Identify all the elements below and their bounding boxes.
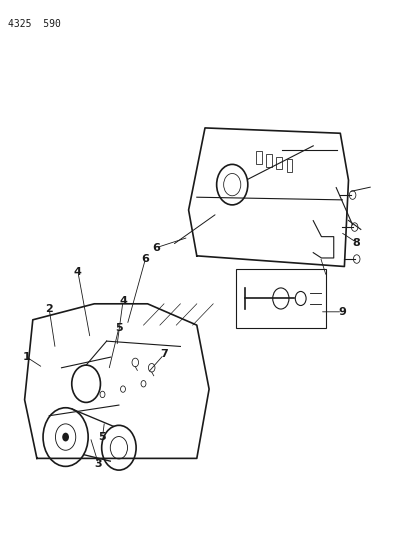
Bar [255,151,261,164]
Text: 4: 4 [74,267,82,277]
Text: 6: 6 [151,243,160,253]
Text: 8: 8 [352,238,360,247]
Text: 9: 9 [337,307,346,317]
Bar [265,154,271,167]
Text: 6: 6 [141,254,149,263]
Bar [235,269,325,328]
Bar [286,159,292,172]
Text: 1: 1 [23,352,30,362]
Text: 7: 7 [160,350,167,359]
Text: 3: 3 [94,459,102,469]
Circle shape [62,433,69,441]
Bar [276,157,281,169]
Text: 4: 4 [119,296,127,306]
Text: 4325  590: 4325 590 [8,19,61,29]
Text: 5: 5 [115,323,122,333]
Text: 2: 2 [45,304,53,314]
Text: 5: 5 [99,432,106,442]
